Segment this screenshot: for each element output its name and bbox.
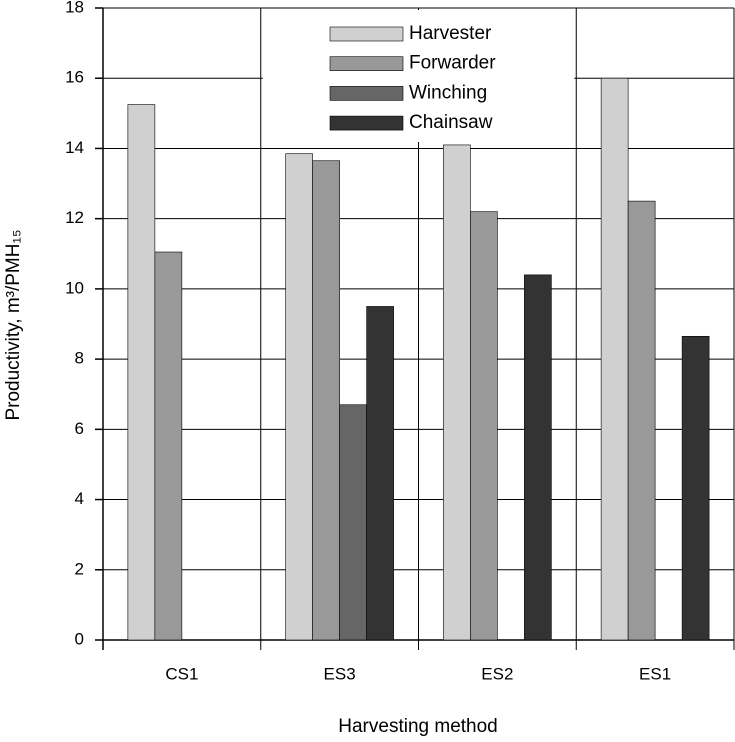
bar xyxy=(339,404,367,641)
y-tick-label: 18 xyxy=(65,0,84,16)
y-tick-label: 8 xyxy=(75,349,84,368)
y-axis-title: Productivity, m³/PMH₁₅ xyxy=(3,229,24,420)
y-tick-label: 2 xyxy=(75,559,84,578)
legend-swatch xyxy=(329,56,404,72)
y-tick-label: 4 xyxy=(75,489,84,508)
bar xyxy=(285,153,313,641)
x-tick-label: ES3 xyxy=(324,664,356,683)
bar xyxy=(524,274,552,641)
y-tick-label: 16 xyxy=(65,68,84,87)
bar xyxy=(127,104,156,641)
bar xyxy=(154,251,183,641)
legend-swatch xyxy=(329,115,404,131)
y-tick-label: 0 xyxy=(75,629,84,648)
bar xyxy=(627,200,656,641)
bar xyxy=(681,335,710,641)
legend-label: Winching xyxy=(409,82,487,103)
y-tick-label: 14 xyxy=(65,138,84,157)
bar xyxy=(600,77,629,641)
legend-label: Forwarder xyxy=(409,53,496,74)
y-tick-label: 10 xyxy=(65,278,84,297)
bar xyxy=(366,306,394,641)
y-tick-label: 12 xyxy=(65,208,84,227)
legend-box xyxy=(262,10,575,142)
legend-swatch xyxy=(329,26,404,42)
legend-label: Chainsaw xyxy=(409,112,493,133)
bar xyxy=(470,211,498,641)
x-tick-label: CS1 xyxy=(165,664,198,683)
x-tick-label: ES2 xyxy=(481,664,513,683)
legend-label: Harvester xyxy=(409,23,492,44)
legend-swatch xyxy=(329,86,404,101)
bar xyxy=(443,144,471,641)
y-tick-label: 6 xyxy=(75,419,84,438)
x-tick-label: ES1 xyxy=(639,664,671,683)
x-axis-title: Harvesting method xyxy=(338,716,497,737)
bar xyxy=(312,160,340,641)
